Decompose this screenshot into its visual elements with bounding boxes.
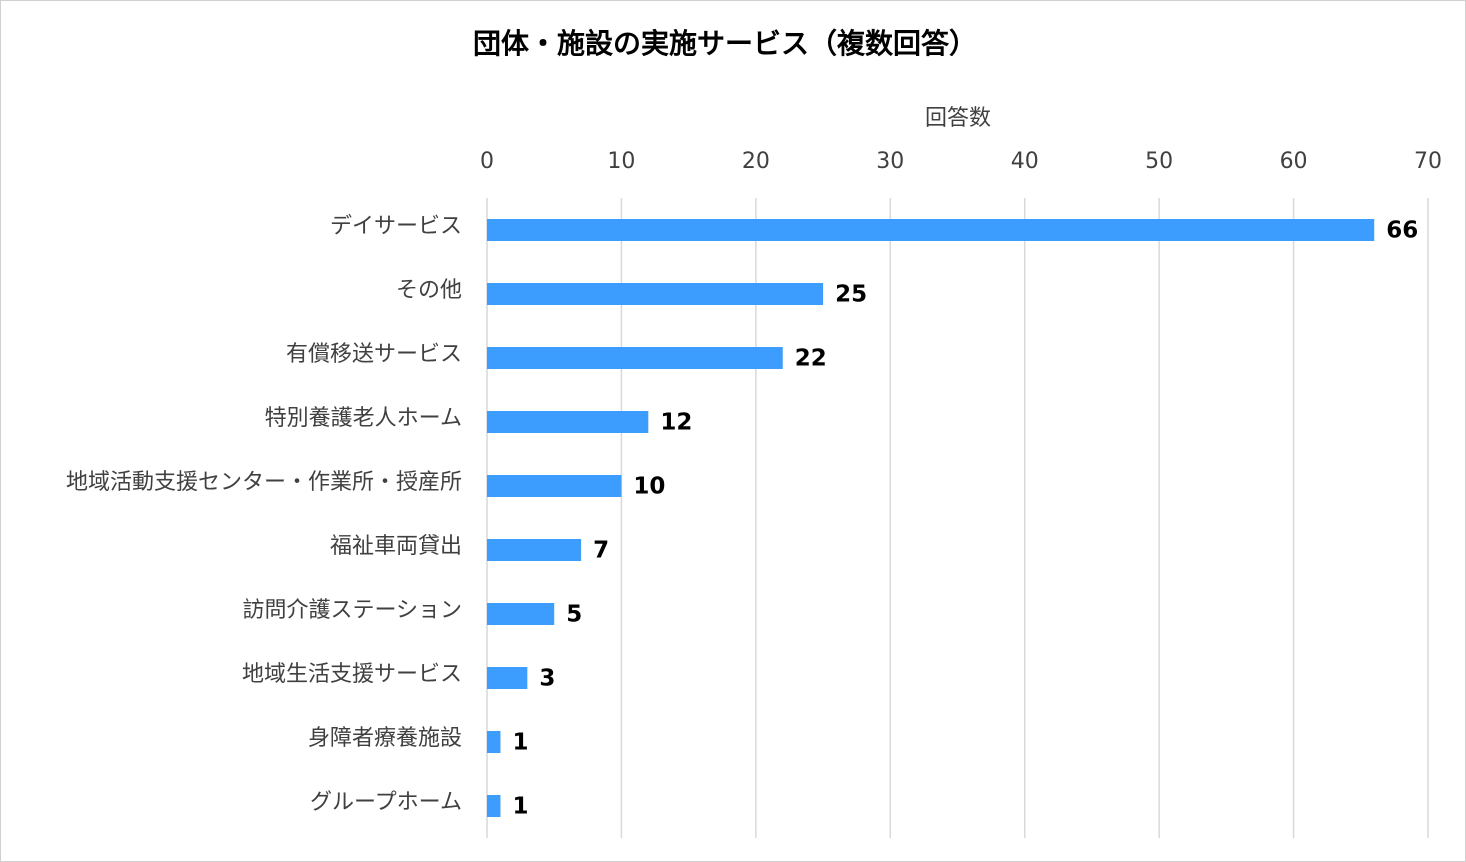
- y-tick-label: 有償移送サービス: [286, 342, 462, 367]
- y-tick-label: 訪問介護ステーション: [242, 598, 462, 623]
- bar: [487, 603, 555, 625]
- chart-title: 団体・施設の実施サービス（複数回答）: [473, 27, 977, 60]
- y-tick-label: 特別養護老人ホーム: [265, 406, 462, 431]
- data-label: 7: [593, 538, 609, 564]
- data-label: 1: [512, 730, 528, 756]
- x-tick-label: 10: [607, 149, 635, 174]
- y-tick-label: 地域生活支援サービス: [242, 662, 462, 687]
- y-tick-label: 福祉車両貸出: [330, 534, 462, 559]
- data-label: 5: [566, 602, 582, 628]
- y-tick-label: その他: [396, 278, 462, 303]
- bar: [487, 667, 528, 689]
- bar: [487, 347, 783, 369]
- x-tick-label: 50: [1145, 149, 1173, 174]
- x-tick-label: 40: [1011, 149, 1039, 174]
- y-tick-label: デイサービス: [330, 214, 462, 239]
- data-label: 66: [1386, 218, 1418, 244]
- data-label: 3: [539, 666, 555, 692]
- x-tick-label: 20: [742, 149, 770, 174]
- bar: [487, 411, 649, 433]
- x-tick-label: 60: [1280, 149, 1308, 174]
- data-label: 1: [512, 794, 528, 820]
- data-label: 10: [633, 474, 665, 500]
- bar: [487, 219, 1375, 241]
- y-tick-label: グループホーム: [310, 790, 462, 815]
- data-label: 22: [795, 346, 827, 372]
- bar: [487, 475, 622, 497]
- bar: [487, 283, 824, 305]
- x-tick-label: 0: [480, 149, 494, 174]
- data-label: 12: [660, 410, 692, 436]
- bar: [487, 795, 501, 817]
- data-label: 25: [835, 282, 867, 308]
- x-tick-label: 30: [876, 149, 904, 174]
- y-tick-label: 地域活動支援センター・作業所・授産所: [66, 470, 462, 495]
- x-tick-label: 70: [1414, 149, 1442, 174]
- x-axis-label: 回答数: [925, 106, 991, 131]
- bar: [487, 731, 501, 753]
- y-tick-label: 身障者療養施設: [308, 726, 462, 751]
- bar: [487, 539, 582, 561]
